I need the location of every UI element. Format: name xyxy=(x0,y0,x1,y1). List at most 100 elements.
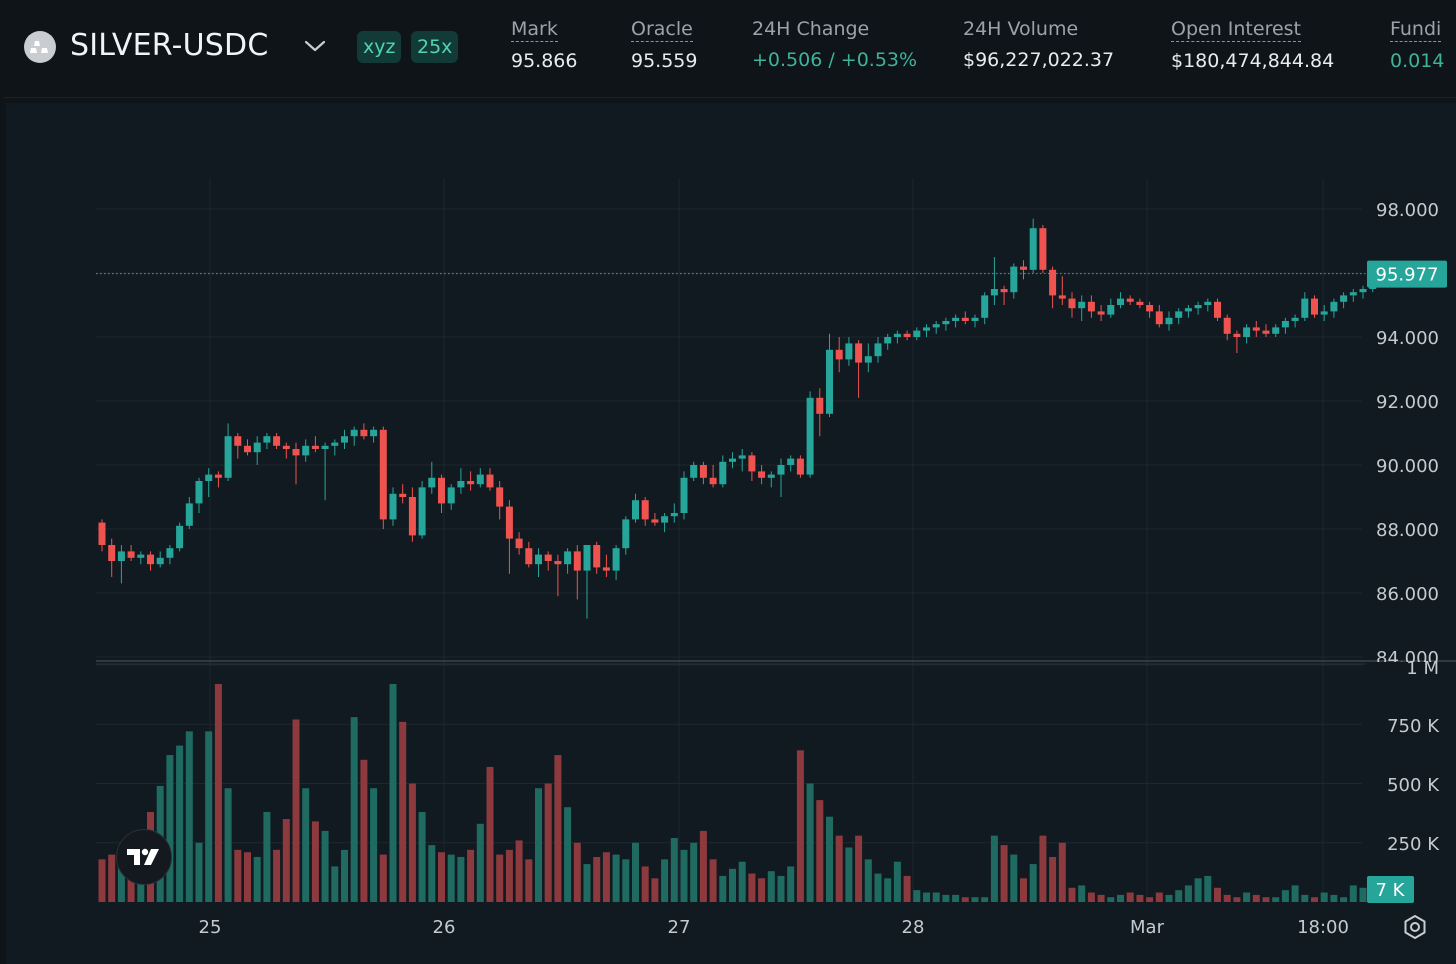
stat-label[interactable]: Fundi xyxy=(1390,18,1442,42)
candle-body xyxy=(1029,228,1037,270)
volume-axis-label: 500 K xyxy=(1387,775,1440,796)
candle-body xyxy=(952,317,960,321)
candle-body xyxy=(292,449,300,456)
candle-body xyxy=(961,317,969,321)
leverage-tag[interactable]: 25x xyxy=(411,31,459,63)
gear-icon[interactable] xyxy=(1402,914,1428,940)
volume-bar xyxy=(942,894,950,902)
candle-body xyxy=(360,429,368,437)
candle-body xyxy=(176,525,184,549)
stat-label[interactable]: Mark xyxy=(511,18,558,42)
candle-body xyxy=(147,554,154,565)
candle-body xyxy=(1320,311,1328,315)
market-pair-title[interactable]: SILVER-USDC xyxy=(70,28,269,63)
tradingview-logo[interactable] xyxy=(116,829,172,885)
volume-bar xyxy=(224,788,232,902)
volume-bar xyxy=(379,854,387,902)
candle-body xyxy=(525,548,533,565)
volume-bars xyxy=(98,683,1386,902)
candle-body xyxy=(1107,305,1115,315)
candle-body xyxy=(505,506,513,539)
candle-body xyxy=(554,561,562,565)
volume-bar xyxy=(185,731,193,902)
volume-bar xyxy=(787,866,795,902)
x-axis-label: 25 xyxy=(199,917,222,938)
candle-body xyxy=(341,436,348,443)
candle-body xyxy=(864,356,872,363)
candle-body xyxy=(1262,330,1270,334)
volume-bar xyxy=(738,861,746,902)
volume-bar xyxy=(961,897,969,902)
volume-bar xyxy=(1262,897,1270,902)
volume-bar xyxy=(311,821,319,902)
y-axis-label: 90.000 xyxy=(1376,456,1439,477)
volume-bar xyxy=(767,871,775,902)
axis-clip xyxy=(1366,662,1456,674)
x-axis-label: 26 xyxy=(433,917,456,938)
volume-bar xyxy=(932,892,940,902)
candle-body xyxy=(719,461,727,485)
candle-body xyxy=(486,474,494,488)
volume-bar xyxy=(1204,875,1212,902)
candle-body xyxy=(1340,295,1348,302)
candle-body xyxy=(1117,298,1124,305)
volume-bar xyxy=(952,894,960,902)
candle-body xyxy=(418,487,426,536)
candle-body xyxy=(408,497,416,536)
volume-bar xyxy=(1068,887,1076,902)
chevron-down-icon[interactable] xyxy=(303,36,327,56)
candle-body xyxy=(108,545,116,561)
volume-bar xyxy=(1175,890,1183,902)
volume-bar xyxy=(341,849,348,902)
volume-bar xyxy=(893,861,901,902)
stat-label[interactable]: Open Interest xyxy=(1171,18,1302,42)
volume-bar xyxy=(195,842,203,902)
volume-bar xyxy=(593,856,601,902)
candle-body xyxy=(1049,269,1057,296)
candle-body xyxy=(263,436,271,443)
candle-body xyxy=(1068,298,1076,309)
volume-bar xyxy=(476,823,484,902)
volume-bar xyxy=(1214,887,1221,902)
candle-body xyxy=(1349,292,1357,296)
candle-body xyxy=(748,455,756,472)
candle-body xyxy=(1243,327,1251,337)
stat-label[interactable]: Oracle xyxy=(631,18,693,42)
candle-body xyxy=(651,519,659,523)
candle-body xyxy=(690,465,698,478)
volume-bar xyxy=(1010,854,1018,902)
candle-body xyxy=(573,551,581,571)
dex-tag: xyz xyxy=(357,31,402,63)
candle-body xyxy=(835,349,843,360)
volume-bar xyxy=(1136,894,1144,902)
candle-body xyxy=(535,554,542,565)
candle-body xyxy=(816,397,824,414)
chart-panel[interactable] xyxy=(6,103,1456,964)
candle-body xyxy=(447,487,455,504)
volume-bar xyxy=(350,717,358,902)
volume-bar xyxy=(302,788,310,902)
silver-bars-icon xyxy=(24,31,56,63)
candle-body xyxy=(467,481,475,485)
stat-oracle: Oracle 95.559 xyxy=(631,18,697,72)
volume-bar xyxy=(166,755,174,902)
candle-body xyxy=(787,458,795,465)
volume-bar xyxy=(370,788,378,902)
volume-bar xyxy=(525,859,533,902)
chart-axes: 98.00096.00094.00092.00090.00088.00086.0… xyxy=(96,200,1456,938)
volume-bar xyxy=(408,783,416,902)
volume-bar xyxy=(855,835,863,902)
volume-bar xyxy=(273,849,281,902)
candle-body xyxy=(302,445,310,456)
candle-body xyxy=(195,481,203,504)
volume-bar xyxy=(729,868,736,902)
candle-body xyxy=(273,436,281,446)
volume-bar xyxy=(282,819,290,902)
candle-body xyxy=(214,474,222,478)
candle-body xyxy=(1204,301,1212,305)
volume-bar xyxy=(1155,892,1163,902)
stat-24h-volume: 24H Volume $96,227,022.37 xyxy=(963,18,1114,71)
volume-bar xyxy=(651,878,659,902)
volume-bar xyxy=(244,852,251,902)
